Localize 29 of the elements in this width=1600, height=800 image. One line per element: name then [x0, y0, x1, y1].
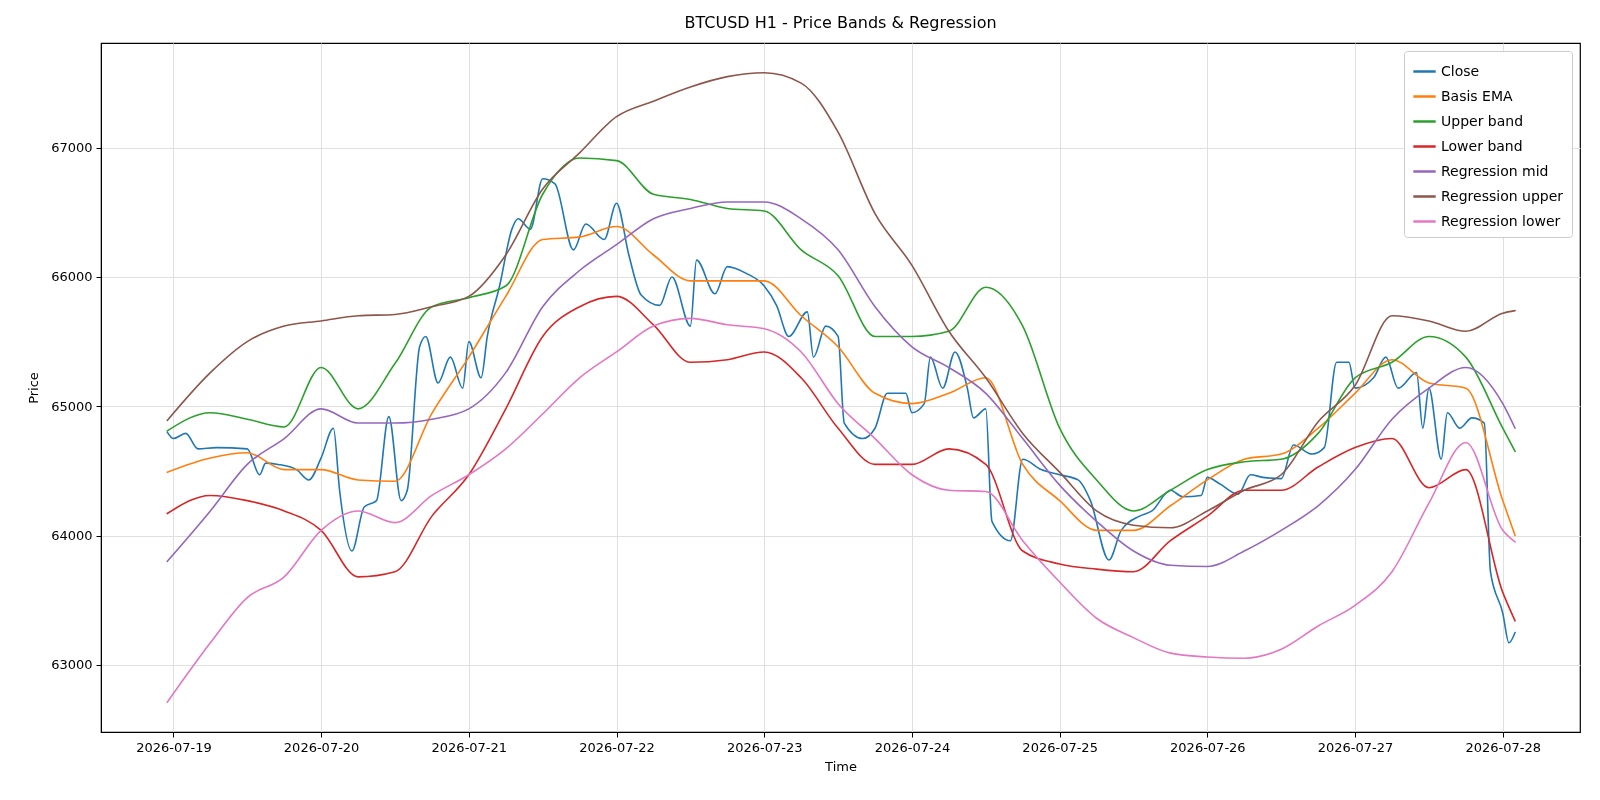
- x-axis-title: Time: [824, 758, 857, 774]
- x-tick-label: 2026-07-20: [283, 739, 360, 755]
- x-tick-label: 2026-07-26: [1170, 739, 1246, 755]
- x-tick-label: 2026-07-22: [579, 739, 655, 755]
- x-tick-label: 2026-07-19: [136, 739, 212, 755]
- line-series: [166, 177, 1516, 644]
- legend-label: Upper band: [1441, 112, 1524, 129]
- legend-label: Close: [1441, 62, 1480, 79]
- y-tick-label: 65000: [51, 398, 93, 414]
- legend-label: Basis EMA: [1441, 87, 1514, 104]
- y-tick-label: 67000: [51, 140, 93, 156]
- x-tick-label: 2026-07-27: [1317, 739, 1394, 755]
- legend-label: Lower band: [1441, 137, 1523, 154]
- x-tick-label: 2026-07-28: [1465, 739, 1542, 755]
- legend-label: Regression mid: [1441, 162, 1549, 179]
- x-tick-label: 2026-07-23: [726, 739, 803, 755]
- line-series: [166, 157, 1516, 512]
- y-axis-title: Price: [26, 372, 42, 404]
- chart-title: BTCUSD H1 - Price Bands & Regression: [684, 13, 997, 32]
- y-tick-label: 64000: [51, 528, 93, 544]
- line-series: [166, 317, 1516, 704]
- legend-label: Regression upper: [1441, 187, 1564, 204]
- legend-label: Regression lower: [1441, 212, 1561, 229]
- x-tick-label: 2026-07-24: [874, 739, 951, 755]
- line-series: [166, 295, 1516, 622]
- y-tick-label: 63000: [51, 657, 93, 673]
- y-tick-label: 66000: [51, 269, 93, 285]
- x-tick-label: 2026-07-21: [431, 739, 508, 755]
- x-tick-label: 2026-07-25: [1022, 739, 1098, 755]
